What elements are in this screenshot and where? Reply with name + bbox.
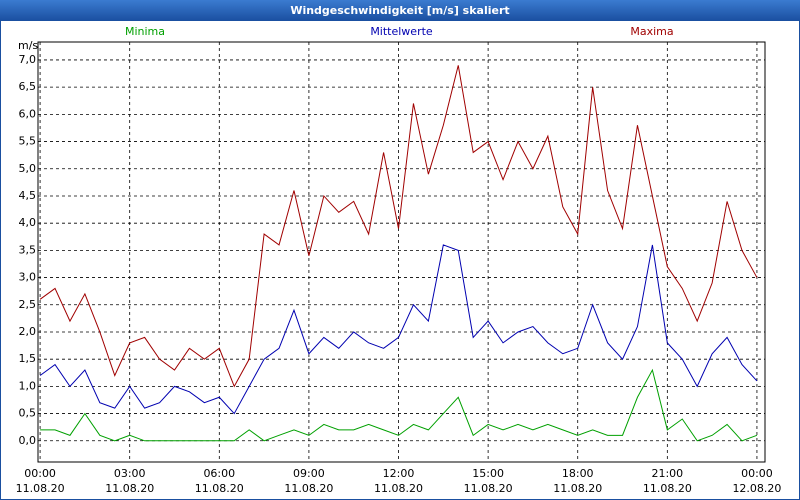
- legend-entry: Mittelwerte: [370, 25, 433, 38]
- y-tick-label: 0,5: [19, 407, 37, 420]
- x-tick-label: 00:00: [741, 467, 773, 480]
- y-tick-label: 1,5: [19, 352, 37, 365]
- data-line: [40, 368, 758, 442]
- data-line: [39, 65, 758, 388]
- y-tick-label: 7,0: [19, 53, 37, 66]
- x-tick-date: 11.08.20: [195, 482, 244, 495]
- x-tick-label: 18:00: [562, 467, 594, 480]
- legend-entry: Maxima: [630, 25, 673, 38]
- y-tick-label: 1,0: [19, 379, 37, 392]
- chart-title: Windgeschwindigkeit [m/s] skaliert: [290, 4, 509, 17]
- y-tick-label: 5,5: [19, 135, 37, 148]
- y-tick-label: 5,0: [19, 162, 37, 175]
- x-tick-date: 11.08.20: [284, 482, 333, 495]
- y-tick-label: 3,0: [19, 271, 37, 284]
- y-tick-label: 4,0: [19, 216, 37, 229]
- y-unit: m/s: [18, 39, 38, 52]
- x-tick-date: 11.08.20: [105, 482, 154, 495]
- legend-entry: Minima: [125, 25, 165, 38]
- x-tick-label: 03:00: [114, 467, 146, 480]
- x-tick-date: 11.08.20: [643, 482, 692, 495]
- y-tick-label: 0,0: [19, 434, 37, 447]
- x-tick-date: 12.08.20: [732, 482, 781, 495]
- x-tick-label: 21:00: [651, 467, 683, 480]
- y-tick-label: 6,0: [19, 107, 37, 120]
- x-tick-label: 00:00: [24, 467, 56, 480]
- x-tick-label: 15:00: [472, 467, 504, 480]
- x-tick-date: 11.08.20: [16, 482, 65, 495]
- y-tick-label: 4,5: [19, 189, 37, 202]
- y-tick-label: 3,5: [19, 243, 37, 256]
- y-tick-label: 2,5: [19, 298, 37, 311]
- title-bar: [0, 0, 800, 21]
- plot-area: [37, 41, 766, 463]
- y-tick-label: 2,0: [19, 325, 37, 338]
- x-tick-label: 12:00: [383, 467, 415, 480]
- x-tick-date: 11.08.20: [553, 482, 602, 495]
- y-tick-label: 6,5: [19, 80, 37, 93]
- x-tick-date: 11.08.20: [464, 482, 513, 495]
- x-tick-label: 09:00: [293, 467, 325, 480]
- x-tick-label: 06:00: [203, 467, 235, 480]
- x-tick-date: 11.08.20: [374, 482, 423, 495]
- data-line: [39, 244, 758, 415]
